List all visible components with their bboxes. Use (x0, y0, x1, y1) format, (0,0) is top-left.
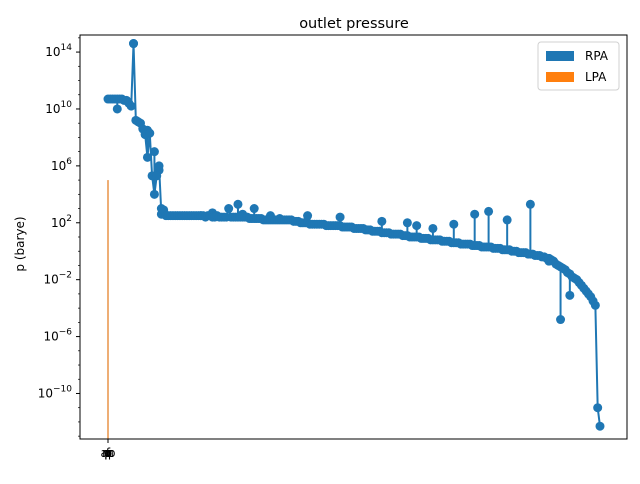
rpa-spike-point (412, 221, 421, 230)
rpa-spike-point (336, 213, 345, 222)
rpa-spike-point (250, 204, 259, 213)
rpa-data-point (591, 301, 600, 310)
legend-swatch (546, 72, 574, 82)
y-axis-label: p (barye) (13, 216, 27, 271)
legend-label: LPA (585, 70, 607, 84)
legend-label: RPA (585, 49, 609, 63)
rpa-data-point (145, 129, 154, 138)
rpa-spike-point (484, 207, 493, 216)
rpa-spike-point (556, 315, 565, 324)
rpa-spike-point (428, 224, 437, 233)
rpa-spike-point (449, 220, 458, 229)
rpa-data-point (143, 153, 152, 162)
rpa-spike-point (233, 200, 242, 209)
x-tick-label: p (104, 446, 112, 460)
rpa-spike-point (526, 200, 535, 209)
rpa-spike-point (377, 217, 386, 226)
rpa-spike-point (565, 291, 574, 300)
rpa-data-point (129, 39, 138, 48)
rpa-data-point (152, 171, 161, 180)
rpa-spike-point (113, 104, 122, 113)
rpa-data-point (127, 102, 136, 111)
chart-title: outlet pressure (299, 16, 409, 32)
legend: RPA LPA (538, 42, 619, 90)
rpa-spike-point (470, 210, 479, 219)
rpa-data-point (593, 403, 602, 412)
rpa-data-point (596, 422, 605, 431)
rpa-data-point (224, 204, 233, 213)
rpa-spike-point (503, 215, 512, 224)
rpa-data-point (150, 190, 159, 199)
rpa-data-point (155, 161, 164, 170)
legend-swatch (546, 51, 574, 61)
rpa-spike-point (403, 218, 412, 227)
